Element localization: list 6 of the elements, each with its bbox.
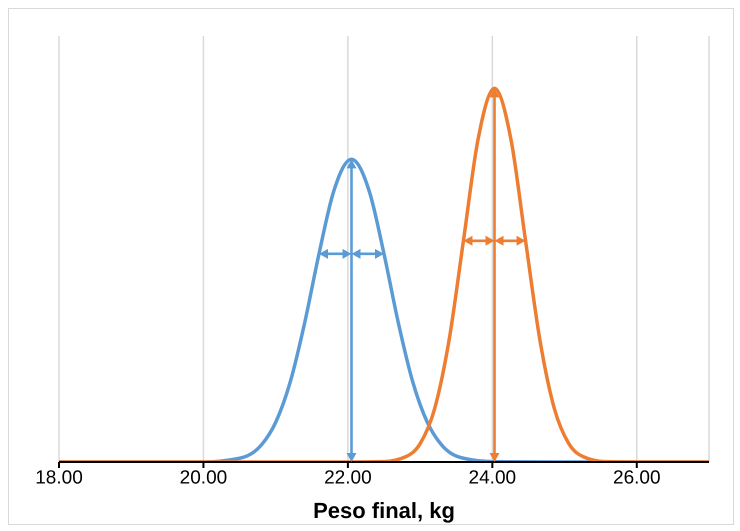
x-tick-label: 20.00	[180, 467, 228, 488]
x-axis-title: Peso final, kg	[313, 498, 455, 523]
x-tick-label: 26.00	[613, 467, 661, 488]
x-tick-label: 24.00	[468, 467, 516, 488]
x-tick-label: 18.00	[35, 467, 83, 488]
x-tick-label: 22.00	[324, 467, 372, 488]
